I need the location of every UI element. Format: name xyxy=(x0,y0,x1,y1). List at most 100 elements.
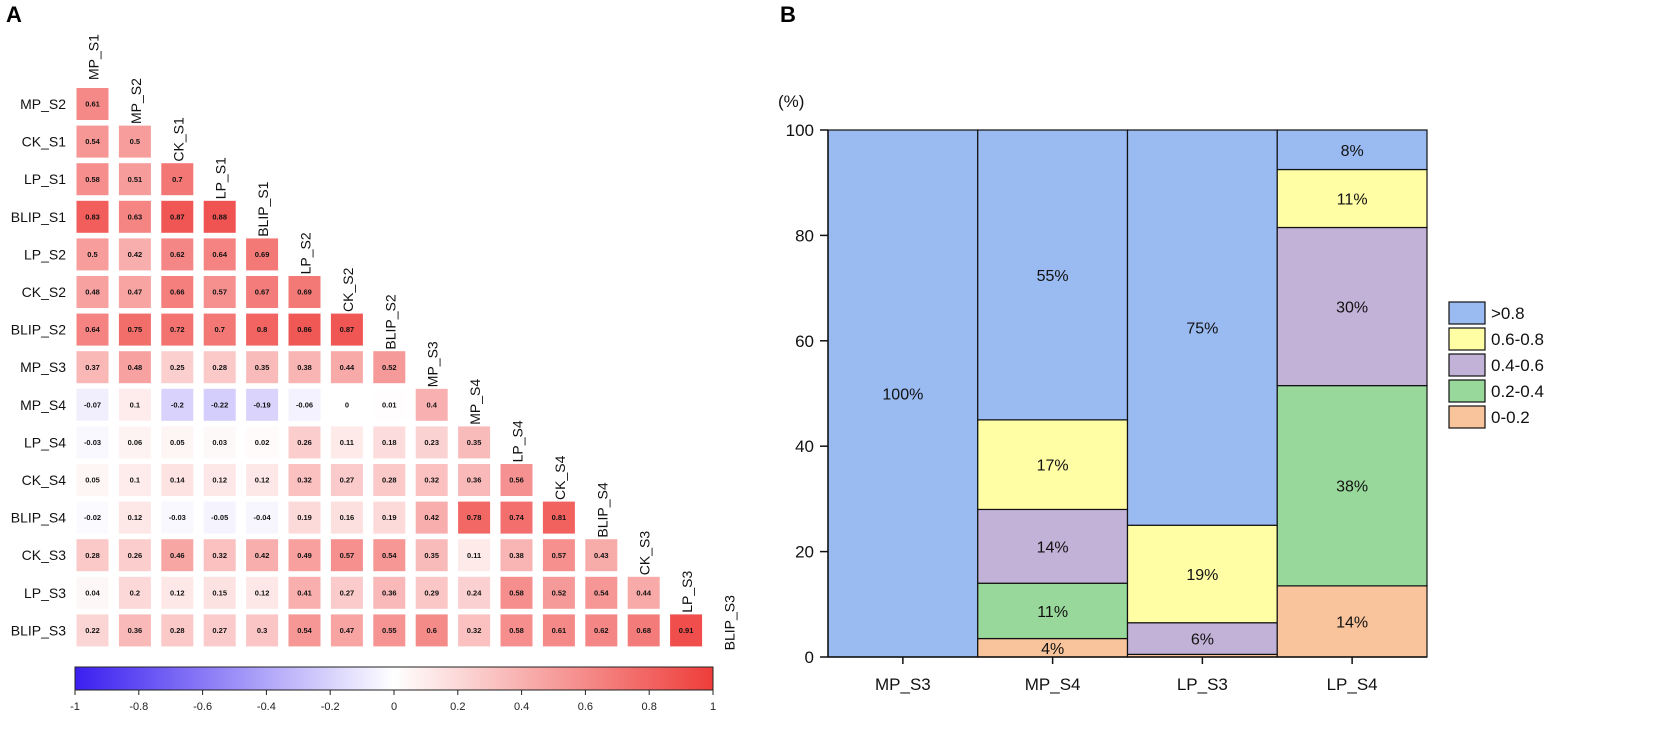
heatmap-cell-value: 0.35 xyxy=(255,363,270,372)
heatmap-row-label: LP_S1 xyxy=(24,171,66,187)
heatmap-colorbar: -1 -0.8 -0.6 -0.4 -0.2 0 0.2 0.4 0.6 0.8 1 xyxy=(70,666,716,713)
heatmap-cell xyxy=(500,576,533,609)
heatmap-cell xyxy=(246,614,279,647)
heatmap-cell-value: 0.68 xyxy=(636,626,651,635)
heatmap-cell-value: 0.28 xyxy=(85,551,100,560)
heatmap-cell-value: 0.41 xyxy=(297,588,312,597)
heatmap-cell xyxy=(246,276,279,308)
heatmap-cell xyxy=(373,614,406,647)
colorbar-tick-label: 0.2 xyxy=(450,701,465,713)
heatmap-cell-value: 0.2 xyxy=(130,588,140,597)
heatmap-cell-value: 0.27 xyxy=(340,588,355,597)
heatmap-cell-value: 0.63 xyxy=(128,212,143,221)
bar-segment-label: 14% xyxy=(1037,539,1069,556)
heatmap-cell-value: 0.1 xyxy=(130,476,140,485)
heatmap-cell-value: -0.19 xyxy=(254,400,271,409)
colorbar-gradient xyxy=(74,666,714,691)
heatmap-cell-value: 0.32 xyxy=(467,626,482,635)
y-axis-tick-label: 100 xyxy=(786,121,814,140)
heatmap-cell xyxy=(118,125,151,158)
heatmap-cell-value: 0.62 xyxy=(170,250,185,259)
heatmap-cell xyxy=(373,464,406,496)
heatmap-cell xyxy=(415,501,448,534)
heatmap-cell xyxy=(542,576,575,609)
bar-segment-label: 8% xyxy=(1341,143,1364,160)
heatmap-cell-value: 0.26 xyxy=(128,551,143,560)
legend-swatch xyxy=(1448,327,1486,351)
heatmap-cell xyxy=(76,163,109,196)
bar-segment-label: 14% xyxy=(1336,614,1368,631)
heatmap-cell-value: 0.42 xyxy=(255,551,270,560)
bar-segment xyxy=(1126,129,1278,526)
heatmap-cell-value: 0.3 xyxy=(257,626,267,635)
bar-segment-label: 30% xyxy=(1336,300,1368,317)
heatmap-cell xyxy=(246,313,279,346)
heatmap-column-label: MP_S4 xyxy=(467,379,483,425)
heatmap-cell xyxy=(76,388,109,421)
heatmap-cell xyxy=(330,351,363,384)
heatmap-cell xyxy=(500,539,533,572)
heatmap-cell xyxy=(330,388,363,421)
heatmap-cell-value: 0.32 xyxy=(297,476,312,485)
heatmap-cell xyxy=(161,464,194,496)
heatmap-row-label: BLIP_S3 xyxy=(11,622,66,638)
heatmap-cell xyxy=(288,539,321,572)
heatmap-column-label: LP_S1 xyxy=(213,157,229,199)
heatmap-cell xyxy=(76,313,109,346)
heatmap-cell-value: 0.18 xyxy=(382,438,397,447)
heatmap-cell xyxy=(203,501,236,534)
heatmap-cell-value: 0.69 xyxy=(255,250,270,259)
heatmap-cell xyxy=(288,576,321,609)
heatmap-cell-value: 0.64 xyxy=(85,325,100,334)
heatmap-cell-value: 0.19 xyxy=(382,513,397,522)
heatmap-cell-value: 0.24 xyxy=(467,588,482,597)
heatmap-cell-value: 0.03 xyxy=(212,438,227,447)
heatmap-cell xyxy=(161,200,194,233)
bar-segment-label: 100% xyxy=(882,387,923,404)
heatmap-cell-value: 0.36 xyxy=(467,476,482,485)
panel-label-a: A xyxy=(6,2,22,27)
heatmap-cell xyxy=(246,501,279,534)
heatmap-row-label: BLIP_S1 xyxy=(11,209,66,225)
heatmap-cell-value: 0.46 xyxy=(170,551,185,560)
bar-segment-label: 75% xyxy=(1186,321,1218,338)
heatmap-cell xyxy=(203,200,236,233)
heatmap-cell xyxy=(76,351,109,384)
heatmap-cell xyxy=(415,539,448,572)
heatmap-cell xyxy=(458,539,491,572)
bar-segment xyxy=(1126,524,1278,624)
heatmap-cell xyxy=(118,426,151,459)
heatmap-cell-value: 0.48 xyxy=(128,363,143,372)
heatmap-cell-value: 0.91 xyxy=(679,626,694,635)
heatmap-cell-value: 0.54 xyxy=(594,588,609,597)
heatmap-cell-value: 0.52 xyxy=(552,588,567,597)
heatmap-cell xyxy=(585,539,618,572)
heatmap-cell xyxy=(373,539,406,572)
bar-segment xyxy=(1276,129,1428,171)
y-axis-label: (%) xyxy=(778,92,804,111)
colorbar-tick-label: 0.6 xyxy=(578,701,593,713)
heatmap-cell xyxy=(118,614,151,647)
heatmap-column-label: CK_S3 xyxy=(637,531,653,576)
correlation-heatmap: MP_S2 0.61 CK_S1 0.54 0.5 LP_S1 0.58 0.51 0.7 BLI… xyxy=(11,34,738,651)
heatmap-cell-value: -0.22 xyxy=(211,400,228,409)
heatmap-cell xyxy=(76,200,109,233)
heatmap-cell xyxy=(500,501,533,534)
heatmap-row-label: MP_S4 xyxy=(20,397,66,413)
x-axis-tick-label: MP_S3 xyxy=(875,675,931,694)
heatmap-cell-value: -0.06 xyxy=(296,400,313,409)
heatmap-cell xyxy=(161,351,194,384)
heatmap-cell xyxy=(542,539,575,572)
legend-label: 0.4-0.6 xyxy=(1491,356,1544,375)
heatmap-cell xyxy=(585,576,618,609)
bar-segment xyxy=(977,508,1129,584)
heatmap-cell xyxy=(76,464,109,496)
heatmap-cell-value: 0 xyxy=(345,400,349,409)
heatmap-cell-value: -0.03 xyxy=(169,513,186,522)
heatmap-cell xyxy=(330,576,363,609)
bar-segment xyxy=(827,129,979,658)
heatmap-cell xyxy=(203,464,236,496)
bar-segment xyxy=(1276,585,1428,658)
colorbar-tick-label: -0.6 xyxy=(193,701,212,713)
heatmap-row-label: CK_S2 xyxy=(22,284,67,300)
